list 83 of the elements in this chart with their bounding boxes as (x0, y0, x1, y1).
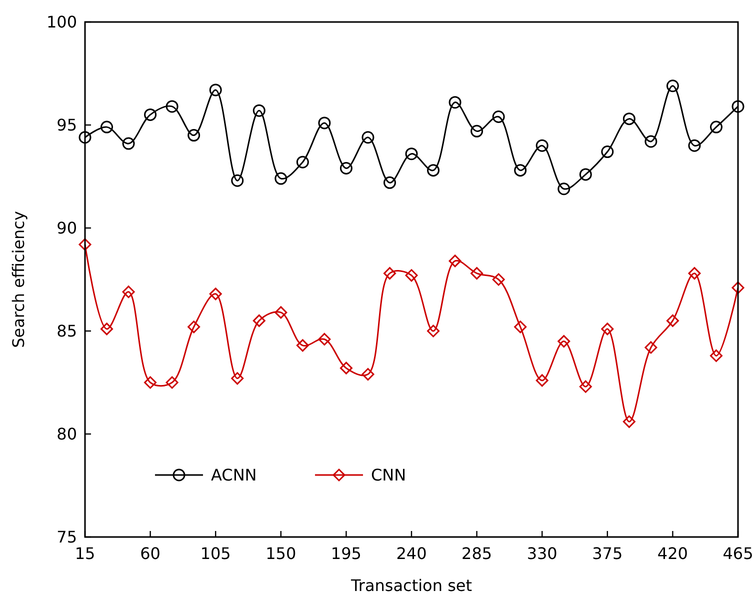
point (579, 380, 592, 393)
point (536, 139, 548, 152)
point (318, 116, 331, 130)
point (383, 176, 396, 189)
point (558, 335, 570, 348)
x-tick-label: 195 (330, 544, 362, 563)
x-tick-label: 15 (74, 544, 96, 563)
x-tick-label: 375 (592, 544, 623, 563)
point (340, 162, 352, 175)
y-axis-title: Search efficiency (9, 211, 28, 348)
point (122, 286, 135, 298)
point (100, 322, 114, 336)
y-tick-label: 95 (56, 116, 77, 135)
point (318, 332, 331, 346)
point (340, 362, 352, 374)
point (122, 137, 135, 150)
point (252, 314, 266, 327)
x-tick-label: 105 (200, 544, 231, 563)
point (601, 322, 614, 336)
point (78, 238, 92, 251)
point (188, 129, 200, 142)
x-axis-title: Transaction set (350, 576, 472, 595)
point (362, 368, 374, 381)
point (710, 120, 722, 134)
point (144, 108, 157, 121)
point (601, 146, 614, 158)
point (427, 164, 440, 177)
point (405, 148, 418, 160)
point (558, 182, 570, 196)
point (710, 349, 722, 362)
point (78, 131, 92, 144)
point (100, 120, 114, 134)
point (274, 306, 288, 319)
point (209, 84, 222, 96)
point (166, 100, 178, 113)
point (231, 174, 244, 187)
point (492, 110, 505, 124)
y-tick-label: 80 (56, 424, 77, 444)
point (188, 320, 200, 334)
y-tick-label: 100 (46, 12, 77, 32)
point (166, 376, 178, 389)
x-tick-label: 240 (396, 544, 427, 563)
point (644, 135, 658, 148)
x-tick-label: 60 (140, 544, 160, 563)
point (536, 374, 548, 387)
point (622, 112, 636, 126)
point (448, 254, 462, 268)
x-tick-label: 465 (722, 544, 752, 563)
point (470, 124, 484, 138)
point (231, 372, 244, 385)
point (514, 164, 527, 177)
point (622, 415, 636, 428)
x-tick-label: 150 (266, 544, 296, 563)
point (252, 104, 266, 117)
point (666, 80, 679, 92)
point (405, 269, 418, 282)
point (732, 100, 744, 113)
legend-label: CNN (371, 466, 406, 485)
y-tick-label: 85 (56, 322, 77, 341)
point (579, 168, 592, 181)
point (732, 281, 744, 294)
point (274, 172, 288, 185)
point (144, 376, 157, 389)
point (492, 273, 505, 286)
y-tick-label: 90 (56, 218, 77, 238)
point (427, 324, 440, 338)
point (383, 267, 396, 280)
point (448, 96, 462, 109)
point (296, 339, 309, 352)
point (688, 139, 701, 152)
point (644, 341, 658, 354)
x-tick-label: 330 (526, 544, 558, 563)
point (666, 314, 679, 327)
point (688, 267, 701, 280)
point (362, 131, 374, 144)
legend-label: ACNN (211, 466, 257, 485)
x-tick-label: 420 (657, 544, 688, 563)
point (209, 288, 222, 300)
x-tick-label: 285 (462, 544, 492, 563)
y-tick-label: 75 (56, 528, 77, 547)
point (514, 320, 527, 334)
point (296, 156, 309, 168)
point (470, 267, 484, 280)
